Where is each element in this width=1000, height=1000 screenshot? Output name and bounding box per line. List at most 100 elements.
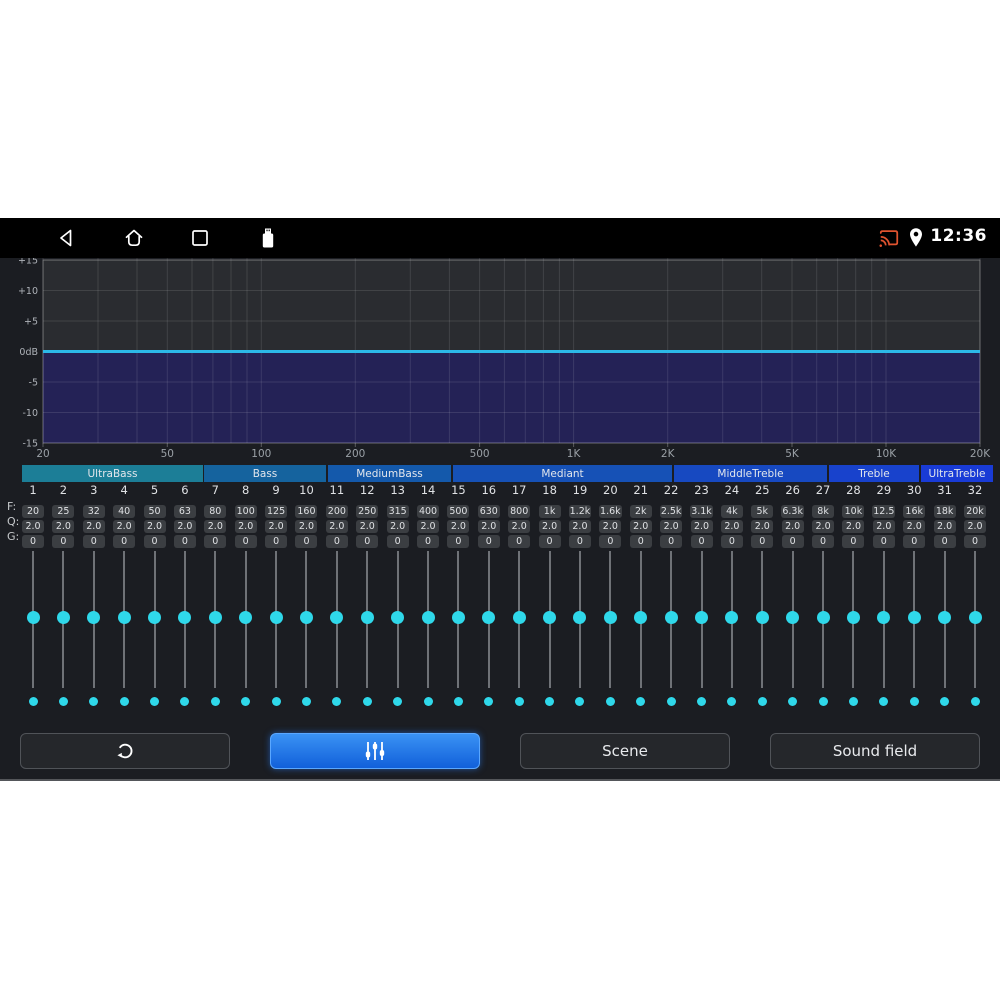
slider-knob[interactable] xyxy=(603,611,617,624)
channel-number-ch25: 25 xyxy=(754,483,770,497)
slider-knob[interactable] xyxy=(208,611,222,624)
gain-chip-value: 0 xyxy=(568,535,591,548)
eq-slider-ch10[interactable] xyxy=(292,551,320,711)
slider-knob[interactable] xyxy=(968,611,982,624)
band-button-middletreble[interactable]: MiddleTreble xyxy=(674,465,827,482)
eq-slider-ch22[interactable] xyxy=(657,551,685,711)
q-chip-value: 2.0 xyxy=(903,520,926,533)
channel-indicator-dot xyxy=(605,697,615,706)
slider-knob[interactable] xyxy=(755,611,769,624)
band-button-mediant[interactable]: Mediant xyxy=(453,465,672,482)
eq-slider-ch6[interactable] xyxy=(171,551,199,711)
eq-slider-ch26[interactable] xyxy=(779,551,807,711)
gain-chip-value: 0 xyxy=(204,535,227,548)
slider-knob[interactable] xyxy=(330,611,344,624)
slider-knob[interactable] xyxy=(725,611,739,624)
eq-slider-ch18[interactable] xyxy=(536,551,564,711)
channel-number-ch23: 23 xyxy=(694,483,709,497)
slider-knob[interactable] xyxy=(695,611,709,624)
slider-knob[interactable] xyxy=(178,611,192,624)
eq-slider-ch8[interactable] xyxy=(232,551,260,711)
slider-knob[interactable] xyxy=(87,611,101,624)
q-chip-ch23: 2.0 xyxy=(688,514,716,533)
slider-knob[interactable] xyxy=(938,611,952,624)
slider-knob[interactable] xyxy=(907,611,921,624)
gain-chip-value: 0 xyxy=(781,535,804,548)
eq-slider-ch13[interactable] xyxy=(384,551,412,711)
sound-field-button[interactable]: Sound field xyxy=(770,733,980,769)
slider-knob[interactable] xyxy=(360,611,374,624)
eq-slider-ch24[interactable] xyxy=(718,551,746,711)
slider-knob[interactable] xyxy=(846,611,860,624)
slider-knob[interactable] xyxy=(451,611,465,624)
eq-slider-ch19[interactable] xyxy=(566,551,594,711)
eq-slider-ch2[interactable] xyxy=(49,551,77,711)
slider-knob[interactable] xyxy=(56,611,70,624)
slider-knob[interactable] xyxy=(421,611,435,624)
eq-slider-ch1[interactable] xyxy=(19,551,47,711)
eq-slider-ch5[interactable] xyxy=(141,551,169,711)
eq-slider-ch27[interactable] xyxy=(809,551,837,711)
slider-knob[interactable] xyxy=(391,611,405,624)
band-button-treble[interactable]: Treble xyxy=(829,465,919,482)
eq-slider-ch4[interactable] xyxy=(110,551,138,711)
eq-slider-ch7[interactable] xyxy=(201,551,229,711)
slider-knob[interactable] xyxy=(634,611,648,624)
eq-slider-ch3[interactable] xyxy=(80,551,108,711)
usb-icon[interactable] xyxy=(256,226,280,250)
slider-knob[interactable] xyxy=(877,611,891,624)
slider-knob[interactable] xyxy=(482,611,496,624)
slider-knob[interactable] xyxy=(299,611,313,624)
recents-icon[interactable] xyxy=(188,226,212,250)
band-button-mediumbass[interactable]: MediumBass xyxy=(328,465,451,482)
eq-slider-ch30[interactable] xyxy=(900,551,928,711)
slider-knob[interactable] xyxy=(239,611,253,624)
eq-slider-ch15[interactable] xyxy=(444,551,472,711)
eq-slider-ch9[interactable] xyxy=(262,551,290,711)
slider-knob[interactable] xyxy=(117,611,131,624)
eq-slider-ch14[interactable] xyxy=(414,551,442,711)
eq-slider-ch23[interactable] xyxy=(688,551,716,711)
slider-knob[interactable] xyxy=(816,611,830,624)
band-button-ultratreble[interactable]: UltraTreble xyxy=(921,465,993,482)
eq-response-graph: +15 +10 +5 0dB -5 -10 -15 20 50 100 200 500 1K 2K 5K 10… xyxy=(0,256,1000,463)
freq-chip-ch23: 3.1k xyxy=(688,499,716,518)
q-chip-value: 2.0 xyxy=(265,520,288,533)
eq-slider-ch12[interactable] xyxy=(353,551,381,711)
slider-knob[interactable] xyxy=(573,611,587,624)
band-button-bass[interactable]: Bass xyxy=(204,465,326,482)
eq-slider-ch29[interactable] xyxy=(870,551,898,711)
slider-knob[interactable] xyxy=(543,611,557,624)
equalizer-button[interactable] xyxy=(270,733,480,769)
channel-indicator-dot xyxy=(757,697,767,706)
gain-chip-value: 0 xyxy=(842,535,865,548)
slider-knob[interactable] xyxy=(148,611,162,624)
slider-knob[interactable] xyxy=(26,611,40,624)
slider-knob[interactable] xyxy=(269,611,283,624)
q-chip-ch5: 2.0 xyxy=(141,514,169,533)
home-icon[interactable] xyxy=(122,226,146,250)
gain-chip-value: 0 xyxy=(964,535,986,548)
freq-chip-value: 4k xyxy=(720,505,743,518)
band-button-ultrabass[interactable]: UltraBass xyxy=(22,465,203,482)
eq-slider-ch31[interactable] xyxy=(931,551,959,711)
eq-slider-ch28[interactable] xyxy=(839,551,867,711)
back-icon[interactable] xyxy=(55,226,79,250)
channel-indicator-dot xyxy=(666,697,676,706)
reset-button[interactable] xyxy=(20,733,230,769)
eq-slider-ch25[interactable] xyxy=(748,551,776,711)
channel-number-ch17: 17 xyxy=(511,483,527,497)
eq-slider-ch11[interactable] xyxy=(323,551,351,711)
freq-chip-ch5: 50 xyxy=(141,499,169,518)
slider-knob[interactable] xyxy=(786,611,800,624)
eq-slider-ch16[interactable] xyxy=(475,551,503,711)
gain-chip-value: 0 xyxy=(417,535,440,548)
scene-button[interactable]: Scene xyxy=(520,733,730,769)
slider-knob[interactable] xyxy=(512,611,526,624)
freq-chip-ch1: 20 xyxy=(19,499,47,518)
eq-slider-ch21[interactable] xyxy=(627,551,655,711)
eq-slider-ch20[interactable] xyxy=(596,551,624,711)
eq-slider-ch32[interactable] xyxy=(961,551,989,711)
slider-knob[interactable] xyxy=(664,611,678,624)
eq-slider-ch17[interactable] xyxy=(505,551,533,711)
